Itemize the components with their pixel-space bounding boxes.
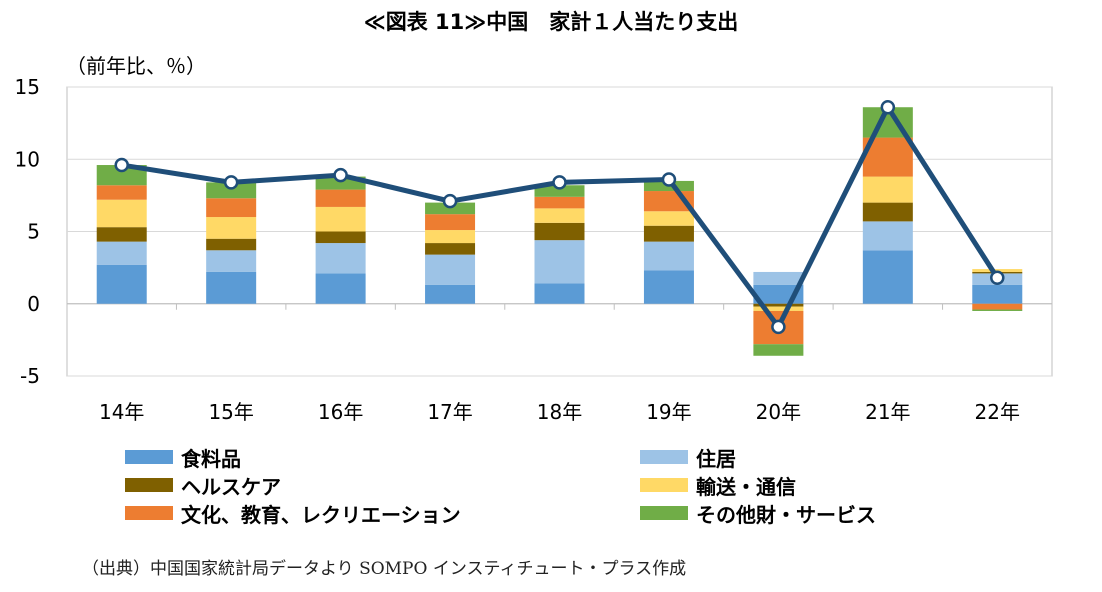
line-marker — [442, 193, 458, 209]
bar-segment — [643, 270, 694, 304]
bar-segment — [425, 284, 476, 304]
bar-segment — [206, 250, 257, 272]
bar-segment — [643, 211, 694, 226]
bar-segment — [315, 206, 366, 232]
chart: 15 10 5 0 -5 14年 15年 16年 17年 18年 19年 20年 21年 22年 — [15, 75, 1053, 424]
x-tick-label: 18年 — [537, 400, 582, 424]
bar-segment — [972, 309, 1023, 311]
bar-segment — [643, 225, 694, 242]
bar-segment — [206, 182, 257, 199]
legend-item: その他財・サービス — [640, 499, 876, 527]
legend-item: ヘルスケア — [125, 471, 281, 499]
legend-swatch — [125, 506, 173, 520]
x-tick-label: 22年 — [975, 400, 1020, 424]
legend-item: 輸送・通信 — [640, 471, 796, 499]
bar-segment — [96, 241, 147, 265]
source-note: （出典）中国国家統計局データより SOMPO インスティチュート・プラス作成 — [82, 559, 687, 579]
legend-swatch — [125, 450, 173, 464]
x-tick-label: 15年 — [208, 400, 253, 424]
legend-swatch — [640, 478, 688, 492]
legend-label: 食料品 — [181, 446, 241, 471]
bar-segment — [315, 189, 366, 207]
bar-segment — [862, 202, 913, 222]
x-tick-label: 16年 — [318, 400, 363, 424]
x-tick-label: 14年 — [99, 400, 144, 424]
legend-swatch — [640, 450, 688, 464]
bar-segment — [96, 199, 147, 228]
x-tick-label: 20年 — [756, 400, 801, 424]
legend-label: 文化、教育、レクリエーション — [181, 502, 461, 527]
bar-segment — [96, 264, 147, 304]
bar-segment — [534, 283, 585, 304]
line-marker — [552, 175, 567, 190]
bar-segment — [753, 306, 804, 311]
x-tick-label: 19年 — [646, 400, 691, 424]
bar-segment — [425, 230, 476, 244]
y-axis-label: （前年比、％） — [66, 54, 206, 78]
bar-segment — [206, 238, 257, 251]
legend-swatch — [125, 478, 173, 492]
bar-segment — [96, 165, 147, 186]
legend-label: ヘルスケア — [181, 474, 281, 499]
legend: 食料品 住居ヘルスケア 輸送・通信文化、教育、レクリエーション その他財・サービス — [125, 443, 945, 533]
legend-item: 文化、教育、レクリエーション — [125, 499, 461, 527]
bar-segment — [972, 284, 1023, 304]
line-marker — [771, 319, 786, 335]
y-tick-label: 15 — [15, 75, 40, 99]
bar-segment — [862, 176, 913, 203]
legend-label: 住居 — [696, 446, 736, 471]
legend-swatch — [640, 506, 688, 520]
legend-item: 住居 — [640, 443, 736, 471]
x-tick-label: 17年 — [427, 400, 472, 424]
bar-segment — [753, 344, 804, 356]
chart-title: ≪図表 11≫中国 家計１人当たり支出 — [363, 10, 739, 34]
bar-segment — [534, 185, 585, 197]
bar-segment — [425, 254, 476, 285]
y-tick-label: 5 — [27, 220, 40, 244]
bar-segment — [534, 240, 585, 284]
line-marker — [661, 172, 677, 187]
y-tick-label: 10 — [15, 147, 40, 171]
bar-segment — [96, 227, 147, 242]
bar-segment — [425, 243, 476, 255]
bar-segment — [753, 271, 804, 285]
bar-segment — [534, 222, 585, 241]
bar-segment — [206, 217, 257, 239]
bar-segment — [315, 231, 366, 244]
legend-item: 食料品 — [125, 443, 241, 471]
legend-label: その他財・サービス — [696, 502, 876, 527]
bar-segment — [643, 241, 694, 271]
line-marker — [223, 175, 239, 190]
bar-segment — [315, 273, 366, 304]
bar-segment — [534, 208, 585, 223]
bar-segment — [315, 243, 366, 274]
bar-segment — [206, 271, 257, 304]
y-tick-label: 0 — [27, 292, 40, 316]
x-tick-label: 21年 — [865, 400, 910, 424]
bar-segment — [753, 303, 804, 307]
bar-segment — [425, 214, 476, 231]
bar-segment — [972, 303, 1023, 310]
bar-segment — [862, 250, 913, 304]
bar-segment — [862, 221, 913, 251]
line-marker — [990, 270, 1005, 285]
bar-segment — [206, 198, 257, 218]
bar-segment — [534, 196, 585, 209]
line-marker — [880, 99, 896, 115]
y-tick-label: -5 — [20, 364, 40, 388]
line-marker — [114, 157, 129, 173]
bar-segment — [96, 185, 147, 200]
line-marker — [333, 167, 348, 183]
legend-label: 輸送・通信 — [696, 474, 796, 499]
